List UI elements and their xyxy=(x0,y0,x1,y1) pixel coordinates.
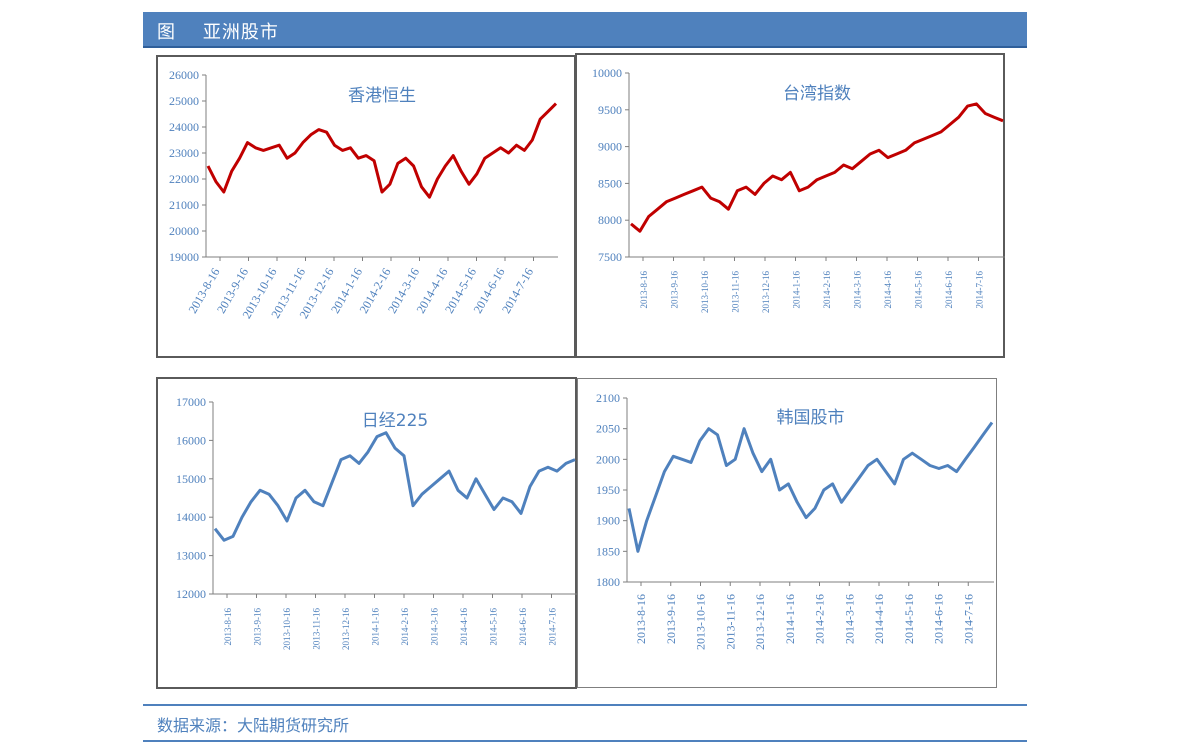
y-tick-label: 1850 xyxy=(596,544,620,558)
y-tick-label: 10000 xyxy=(592,66,622,80)
x-tick-label: 2014-4-16 xyxy=(459,608,469,646)
chart-title: 韩国股市 xyxy=(777,408,845,428)
x-tick-label: 2013-9-16 xyxy=(664,594,678,644)
x-tick-label: 2014-3-16 xyxy=(853,271,863,309)
y-tick-label: 23000 xyxy=(169,146,199,160)
x-tick-label: 2014-7-16 xyxy=(975,271,985,309)
x-tick-label: 2013-8-16 xyxy=(634,594,648,644)
x-tick-label: 2013-9-16 xyxy=(670,271,680,309)
y-tick-label: 2050 xyxy=(596,422,620,436)
chart-panel-taiwan: 7500 8000 8500 9000 9500 10000 2013-8-16 2013-9… xyxy=(575,53,1005,358)
x-tick-label: 2013-10-16 xyxy=(694,594,708,650)
y-tick-label: 1900 xyxy=(596,514,620,528)
x-tick-label: 2013-12-16 xyxy=(341,608,351,650)
x-tick-label: 2014-5-16 xyxy=(902,594,916,644)
x-tick-label: 2014-4-16 xyxy=(883,271,893,309)
y-tick-label: 2000 xyxy=(596,452,620,466)
x-tick-label: 2013-9-16 xyxy=(253,608,263,646)
chart-panel-korea: 1800 1850 1900 1950 2000 2050 2100 2013-8-16 201… xyxy=(577,378,997,688)
series-line xyxy=(630,102,1004,233)
chart-panel-hang-seng: 19000 20000 21000 22000 23000 24000 25000 26000… xyxy=(156,55,576,358)
y-tick-label: 7500 xyxy=(598,250,622,264)
x-tick-label: 2013-11-16 xyxy=(723,594,737,650)
x-tick-label: 2014-1-16 xyxy=(371,608,381,646)
x-tick-label: 2014-5-16 xyxy=(914,271,924,309)
chart-panel-nikkei: 12000 13000 14000 15000 16000 17000 2013-8-16 2… xyxy=(156,377,577,689)
chart-title: 香港恒生 xyxy=(348,86,416,106)
chart-taiwan: 7500 8000 8500 9000 9500 10000 2013-8-16 2013-9… xyxy=(592,66,1005,313)
x-tick-label: 2014-1-16 xyxy=(792,271,802,309)
y-tick-label: 9500 xyxy=(598,103,622,117)
y-tick-label: 20000 xyxy=(169,224,199,238)
chart-nikkei: 12000 13000 14000 15000 16000 17000 2013-8-16 2… xyxy=(176,395,577,650)
x-tick-label: 2014-2-16 xyxy=(822,271,832,309)
y-tick-label: 13000 xyxy=(176,549,206,563)
x-tick-label: 2014-2-16 xyxy=(400,608,410,646)
section-header: 图 亚洲股市 xyxy=(143,12,1027,48)
y-tick-label: 9000 xyxy=(598,140,622,154)
x-tick-label: 2014-1-16 xyxy=(783,594,797,644)
y-tick-label: 22000 xyxy=(169,172,199,186)
y-tick-label: 2100 xyxy=(596,391,620,405)
chart-korea: 1800 1850 1900 1950 2000 2050 2100 2013-8-16 201… xyxy=(596,391,994,650)
x-tick-label: 2014-7-16 xyxy=(548,608,558,646)
x-tick-label: 2014-5-16 xyxy=(489,608,499,646)
x-tick-label: 2014-2-16 xyxy=(813,594,827,644)
series-line xyxy=(213,431,576,542)
section-title: 图 亚洲股市 xyxy=(157,22,279,43)
x-tick-label: 2014-3-16 xyxy=(430,608,440,646)
footer-divider-bottom xyxy=(143,740,1027,742)
y-tick-label: 24000 xyxy=(169,120,199,134)
chart-title: 日经225 xyxy=(362,411,428,431)
x-tick-label: 2014-3-16 xyxy=(842,594,856,644)
source-note: 数据来源：大陆期货研究所 xyxy=(157,716,350,735)
x-tick-label: 2013-8-16 xyxy=(223,608,233,646)
series-line xyxy=(206,102,558,199)
series-line xyxy=(627,421,994,553)
y-tick-label: 8500 xyxy=(598,176,622,190)
y-tick-label: 17000 xyxy=(176,395,206,409)
y-tick-label: 15000 xyxy=(176,472,206,486)
x-tick-label: 2014-7-16 xyxy=(961,594,975,644)
x-tick-label: 2013-11-16 xyxy=(731,271,741,313)
chart-hang-seng: 19000 20000 21000 22000 23000 24000 25000 26000… xyxy=(169,68,558,321)
y-tick-label: 25000 xyxy=(169,94,199,108)
x-tick-label: 2013-12-16 xyxy=(753,594,767,650)
y-tick-label: 19000 xyxy=(169,250,199,264)
y-tick-label: 12000 xyxy=(176,587,206,601)
y-tick-label: 1950 xyxy=(596,483,620,497)
x-tick-label: 2014-6-16 xyxy=(518,608,528,646)
y-tick-label: 8000 xyxy=(598,213,622,227)
y-tick-label: 14000 xyxy=(176,510,206,524)
y-tick-label: 1800 xyxy=(596,575,620,589)
x-tick-label: 2013-10-16 xyxy=(700,271,710,313)
x-tick-label: 2013-8-16 xyxy=(639,271,649,309)
x-tick-label: 2014-4-16 xyxy=(872,594,886,644)
y-tick-label: 16000 xyxy=(176,433,206,447)
x-tick-label: 2014-6-16 xyxy=(932,594,946,644)
footer-divider-top xyxy=(143,704,1027,706)
y-tick-label: 26000 xyxy=(169,68,199,82)
x-tick-label: 2013-10-16 xyxy=(282,608,292,650)
chart-title: 台湾指数 xyxy=(783,84,851,104)
y-tick-label: 21000 xyxy=(169,198,199,212)
x-tick-label: 2013-12-16 xyxy=(761,271,771,313)
x-tick-label: 2014-6-16 xyxy=(944,271,954,309)
x-tick-label: 2013-11-16 xyxy=(312,608,322,650)
